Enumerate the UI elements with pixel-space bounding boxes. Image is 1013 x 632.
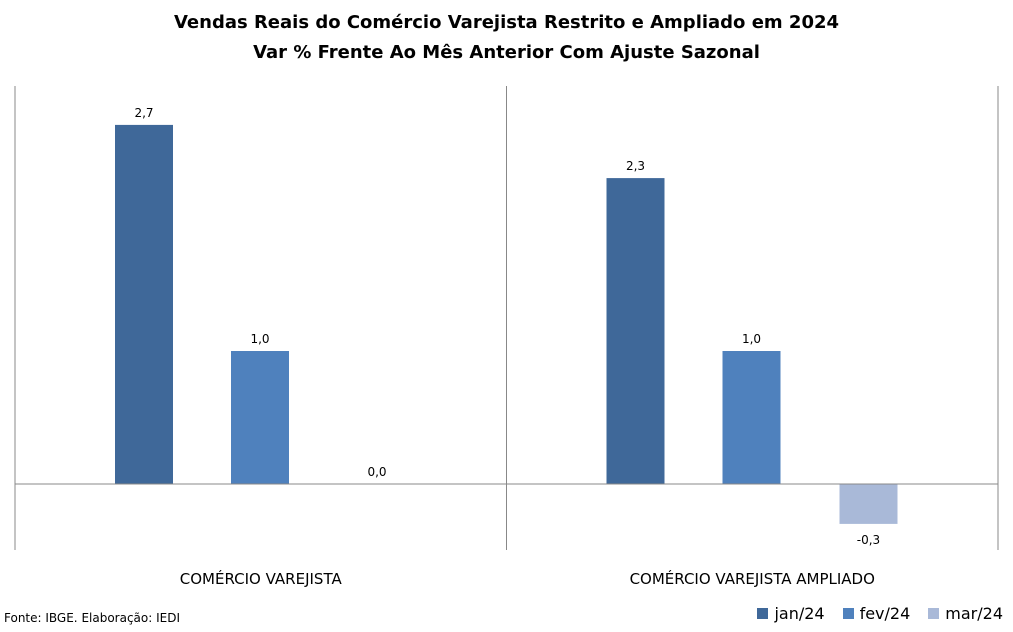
legend-item: jan/24	[757, 604, 825, 623]
chart-title: Vendas Reais do Comércio Varejista Restr…	[173, 12, 840, 33]
legend-swatch	[842, 608, 854, 619]
legend: jan/24 fev/24 mar/24	[757, 604, 1003, 623]
legend-swatch	[757, 608, 769, 619]
data-label: -0,3	[857, 533, 880, 547]
legend-label: jan/24	[774, 604, 825, 623]
category-label: COMÉRCIO VAREJISTA	[180, 569, 343, 588]
source-note: Fonte: IBGE. Elaboração: IEDI	[4, 611, 181, 625]
legend-item: mar/24	[928, 604, 1003, 623]
legend-item: fev/24	[842, 604, 911, 623]
bar	[722, 351, 781, 484]
bar	[231, 351, 289, 484]
legend-label: fev/24	[859, 604, 911, 623]
data-label: 1,0	[742, 332, 761, 346]
legend-swatch	[928, 608, 940, 619]
chart-subtitle: Var % Frente Ao Mês Anterior Com Ajuste …	[253, 42, 760, 63]
bar	[839, 484, 898, 524]
data-label: 2,7	[134, 106, 153, 120]
data-label: 1,0	[250, 332, 269, 346]
category-label: COMÉRCIO VAREJISTA AMPLIADO	[630, 569, 875, 588]
bar	[606, 178, 665, 484]
legend-label: mar/24	[945, 604, 1003, 623]
data-label: 2,3	[626, 159, 645, 173]
bar	[115, 124, 173, 485]
data-label: 0,0	[367, 465, 386, 479]
